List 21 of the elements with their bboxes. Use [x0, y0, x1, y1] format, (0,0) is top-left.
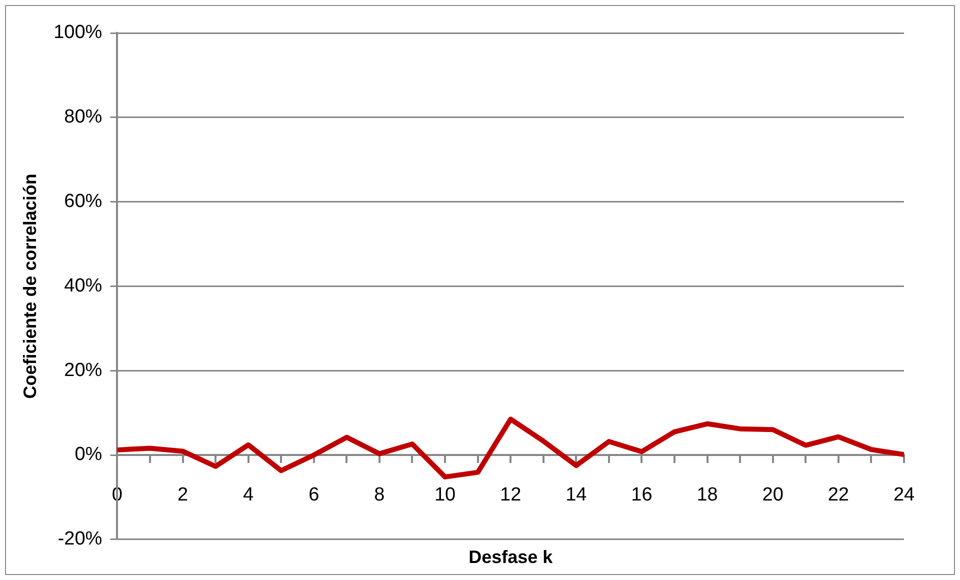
y-tick-label: 40% — [64, 275, 102, 296]
y-axis-title: Coeficiente de correlación — [20, 174, 40, 399]
x-tick-label: 12 — [500, 484, 522, 506]
x-tick-label: 14 — [566, 484, 588, 506]
x-tick-label: 24 — [893, 484, 915, 506]
x-axis-title: Desfase k — [468, 547, 554, 568]
y-tick-label: 80% — [64, 106, 102, 128]
y-tick-label: 0% — [74, 444, 102, 466]
y-tick-label: 60% — [64, 191, 102, 212]
x-tick-label: 4 — [243, 484, 254, 506]
y-tick-label: -20% — [58, 528, 102, 550]
x-tick-label: 2 — [177, 484, 188, 506]
x-tick-label: 8 — [374, 484, 385, 506]
x-tick-label: 10 — [434, 484, 456, 506]
x-tick-label: 22 — [828, 484, 850, 506]
x-tick-label: 20 — [762, 484, 784, 506]
y-tick-label: 20% — [64, 360, 102, 381]
x-tick-label: 16 — [631, 484, 652, 506]
y-tick-label: 100% — [54, 22, 102, 44]
x-tick-label: 18 — [696, 484, 718, 506]
x-tick-label: 6 — [308, 484, 320, 506]
